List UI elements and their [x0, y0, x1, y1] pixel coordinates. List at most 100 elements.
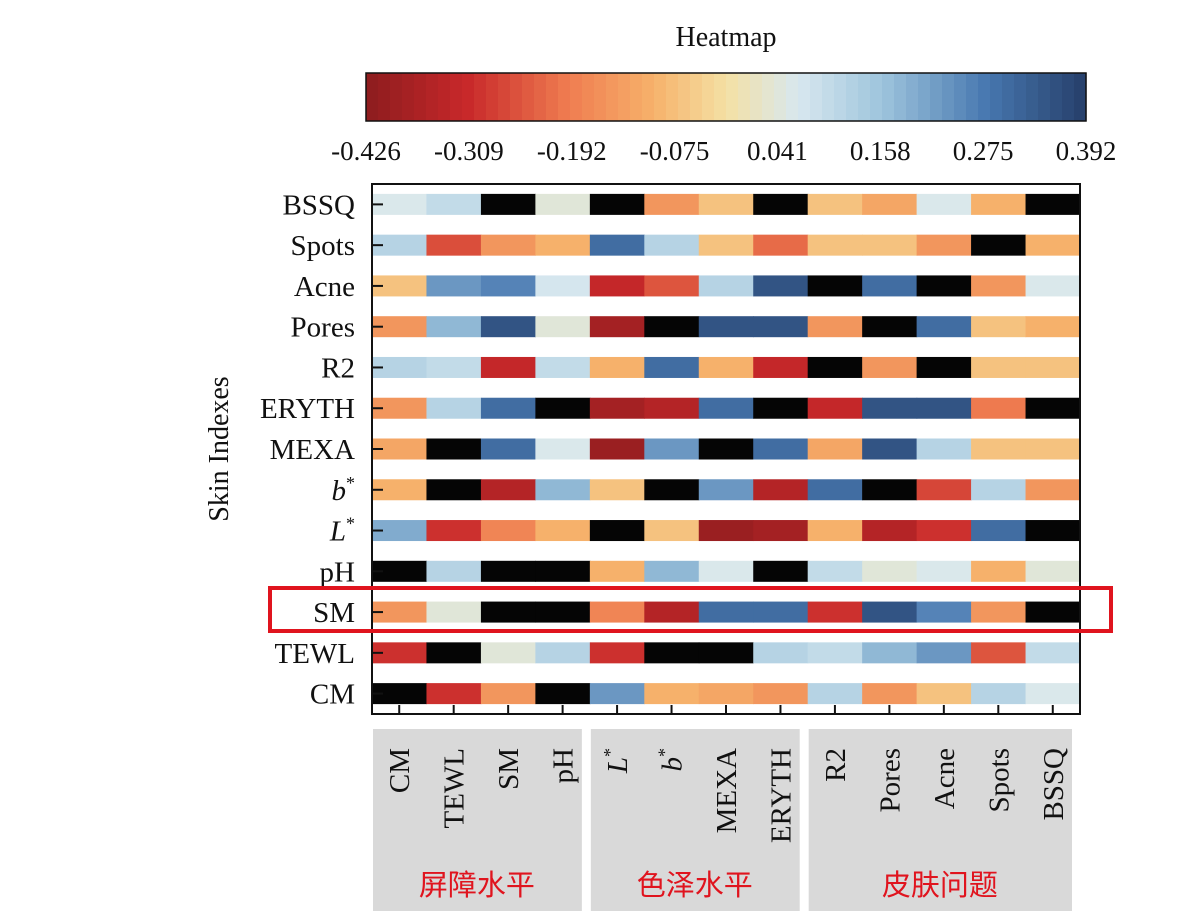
column-label: SM	[493, 748, 525, 790]
heatmap-cell	[916, 356, 972, 378]
heatmap-cell	[971, 642, 1027, 664]
heatmap-cell	[372, 560, 428, 582]
heatmap-cell	[480, 356, 536, 378]
row-label: pH	[320, 556, 356, 588]
heatmap-cell	[426, 520, 482, 542]
heatmap-cell	[480, 479, 536, 501]
heatmap-cell	[372, 275, 428, 297]
column-label: R2	[820, 748, 852, 782]
colorbar-segment	[618, 73, 631, 121]
heatmap-cell	[807, 560, 863, 582]
colorbar-segment	[810, 73, 823, 121]
heatmap-cell	[862, 234, 918, 256]
heatmap-cell	[971, 316, 1027, 338]
heatmap-cell	[1025, 438, 1081, 460]
heatmap-cell	[1025, 520, 1081, 542]
heatmap-cell	[535, 479, 591, 501]
heatmap-cell	[426, 193, 482, 215]
heatmap-cell	[698, 642, 754, 664]
heatmap-cell	[916, 642, 972, 664]
heatmap-cell	[589, 601, 645, 623]
colorbar-segment	[1050, 73, 1063, 121]
colorbar-segment	[702, 73, 715, 121]
heatmap-cell	[698, 479, 754, 501]
heatmap-cell	[862, 560, 918, 582]
colorbar-segment	[558, 73, 571, 121]
colorbar-segment	[546, 73, 559, 121]
heatmap-cell	[589, 316, 645, 338]
colorbar-segment	[750, 73, 763, 121]
colorbar-segment	[834, 73, 847, 121]
colorbar-segment	[690, 73, 703, 121]
group-label: 屏障水平	[419, 869, 535, 902]
row-label: ERYTH	[260, 393, 355, 425]
colorbar-segment	[1014, 73, 1027, 121]
colorbar-segment	[906, 73, 919, 121]
colorbar-frame	[365, 72, 1087, 122]
heatmap-cell	[1025, 275, 1081, 297]
heatmap-cell	[916, 275, 972, 297]
heatmap-cell	[1025, 193, 1081, 215]
colorbar-segment	[858, 73, 871, 121]
colorbar-segment	[918, 73, 931, 121]
heatmap-cell	[807, 520, 863, 542]
heatmap-cell	[807, 234, 863, 256]
heatmap-cell	[1025, 642, 1081, 664]
row-label: Acne	[294, 271, 355, 303]
colorbar-segment	[450, 73, 463, 121]
heatmap-cell	[535, 438, 591, 460]
colorbar-segment	[954, 73, 967, 121]
heatmap-cell	[426, 642, 482, 664]
heatmap-cell	[862, 601, 918, 623]
row-ticks	[372, 203, 383, 695]
heatmap-cell	[971, 479, 1027, 501]
colorbar-segment	[498, 73, 511, 121]
heatmap-cell	[535, 356, 591, 378]
heatmap-cell	[589, 560, 645, 582]
heatmap-cell	[644, 356, 700, 378]
column-label: MEXA	[711, 748, 743, 833]
heatmap-cell	[753, 479, 809, 501]
heatmap-cell	[589, 683, 645, 705]
heatmap-cell	[862, 275, 918, 297]
column-label: TEWL	[439, 748, 471, 829]
heatmap-cell	[644, 316, 700, 338]
colorbar-segment	[726, 73, 739, 121]
heatmap-cell	[753, 642, 809, 664]
column-label: L*	[600, 748, 634, 774]
heatmap-cell	[535, 397, 591, 419]
heatmap-cell	[426, 275, 482, 297]
heatmap-cell	[480, 234, 536, 256]
heatmap-cell	[698, 601, 754, 623]
colorbar-segment	[486, 73, 499, 121]
heatmap-cell	[535, 234, 591, 256]
heatmap-cell	[916, 520, 972, 542]
heatmap-cell	[372, 520, 428, 542]
colorbar-segment	[942, 73, 955, 121]
heatmap-cell	[535, 275, 591, 297]
heatmap-cell	[916, 560, 972, 582]
heatmap-cell	[698, 316, 754, 338]
heatmap-cell	[644, 479, 700, 501]
heatmap-cell	[753, 356, 809, 378]
colorbar	[365, 72, 1087, 122]
heatmap-cell	[807, 438, 863, 460]
heatmap-cell	[589, 275, 645, 297]
group-panel	[373, 729, 582, 911]
colorbar-tick-label: 0.275	[953, 136, 1014, 166]
heatmap-cell	[753, 683, 809, 705]
heatmap-cell	[971, 234, 1027, 256]
heatmap-cell	[589, 438, 645, 460]
heatmap-cell	[862, 479, 918, 501]
heatmap-cell	[589, 642, 645, 664]
heatmap-cell	[644, 193, 700, 215]
group-panel	[808, 729, 1072, 911]
heatmap-cell	[862, 642, 918, 664]
colorbar-tick-label: 0.158	[850, 136, 911, 166]
heatmap-cell	[698, 683, 754, 705]
colorbar-segment	[642, 73, 655, 121]
heatmap-cell	[971, 683, 1027, 705]
heatmap-cell	[426, 560, 482, 582]
heatmap-cell	[535, 560, 591, 582]
